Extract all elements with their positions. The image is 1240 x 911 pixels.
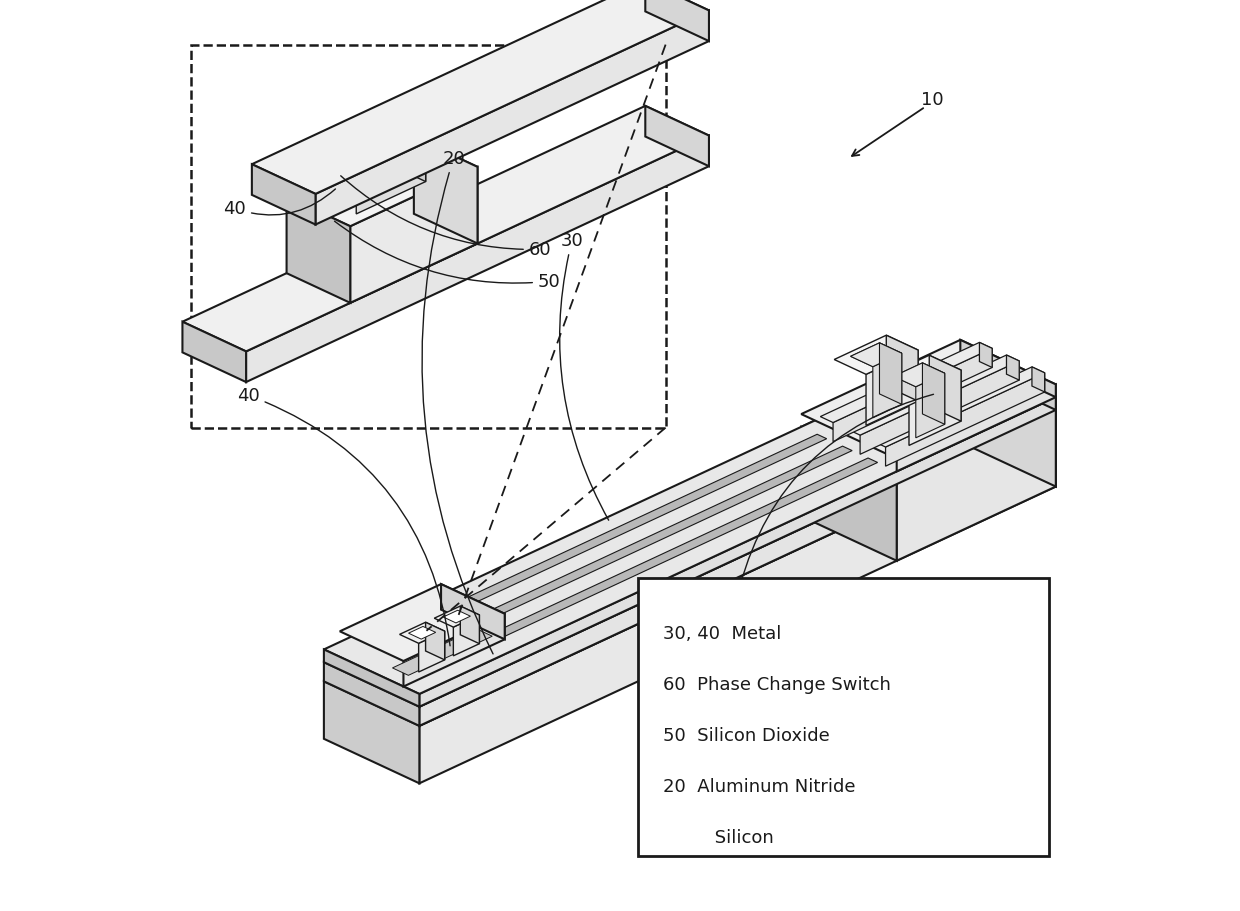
Polygon shape bbox=[1032, 367, 1044, 393]
Polygon shape bbox=[897, 385, 1055, 472]
Polygon shape bbox=[434, 607, 480, 628]
Polygon shape bbox=[887, 336, 918, 402]
Polygon shape bbox=[835, 336, 918, 375]
Polygon shape bbox=[286, 138, 477, 227]
Polygon shape bbox=[980, 343, 992, 368]
Polygon shape bbox=[425, 622, 445, 660]
Polygon shape bbox=[960, 366, 1055, 430]
Text: 50: 50 bbox=[335, 222, 560, 291]
Text: 20  Aluminum Nitride: 20 Aluminum Nitride bbox=[663, 777, 856, 795]
Polygon shape bbox=[877, 356, 961, 395]
Polygon shape bbox=[916, 374, 945, 438]
Text: 50: 50 bbox=[725, 394, 934, 609]
Text: 60: 60 bbox=[341, 177, 552, 259]
Bar bbox=[191, 46, 666, 428]
Polygon shape bbox=[399, 622, 445, 643]
Polygon shape bbox=[392, 630, 492, 676]
Polygon shape bbox=[350, 168, 477, 303]
Polygon shape bbox=[960, 353, 1055, 411]
Polygon shape bbox=[894, 363, 945, 387]
Polygon shape bbox=[311, 144, 425, 197]
Text: 20: 20 bbox=[422, 150, 494, 654]
Polygon shape bbox=[324, 385, 1055, 726]
Text: 50  Silicon Dioxide: 50 Silicon Dioxide bbox=[663, 726, 830, 744]
Polygon shape bbox=[801, 427, 897, 561]
Polygon shape bbox=[356, 165, 425, 215]
Polygon shape bbox=[897, 398, 1055, 561]
Polygon shape bbox=[851, 343, 901, 367]
Polygon shape bbox=[873, 353, 901, 418]
Polygon shape bbox=[182, 107, 709, 352]
Polygon shape bbox=[286, 198, 350, 303]
Polygon shape bbox=[381, 144, 425, 182]
Polygon shape bbox=[960, 341, 1055, 398]
Text: 10: 10 bbox=[921, 91, 944, 108]
Text: Silicon: Silicon bbox=[663, 828, 774, 846]
Polygon shape bbox=[851, 343, 901, 367]
Polygon shape bbox=[801, 341, 1055, 459]
Polygon shape bbox=[833, 349, 992, 442]
Polygon shape bbox=[885, 374, 1044, 466]
Polygon shape bbox=[909, 371, 961, 446]
Polygon shape bbox=[340, 585, 505, 661]
Polygon shape bbox=[419, 430, 1055, 783]
Polygon shape bbox=[403, 614, 505, 687]
Polygon shape bbox=[408, 627, 435, 640]
Text: 30: 30 bbox=[559, 232, 609, 520]
Polygon shape bbox=[460, 607, 480, 644]
Polygon shape bbox=[894, 363, 945, 387]
Polygon shape bbox=[929, 356, 961, 422]
Polygon shape bbox=[960, 385, 1055, 487]
Polygon shape bbox=[324, 366, 1055, 707]
Polygon shape bbox=[246, 137, 709, 383]
Polygon shape bbox=[443, 610, 470, 623]
Polygon shape bbox=[645, 0, 709, 42]
Polygon shape bbox=[419, 398, 1055, 707]
Text: 30, 40  Metal: 30, 40 Metal bbox=[663, 624, 781, 642]
FancyBboxPatch shape bbox=[639, 578, 1049, 856]
Text: 60  Phase Change Switch: 60 Phase Change Switch bbox=[663, 675, 890, 693]
Polygon shape bbox=[466, 446, 852, 626]
Polygon shape bbox=[861, 362, 1019, 455]
Polygon shape bbox=[252, 165, 315, 225]
Polygon shape bbox=[315, 12, 709, 225]
Polygon shape bbox=[847, 355, 1019, 435]
Polygon shape bbox=[960, 353, 1055, 487]
Polygon shape bbox=[1007, 355, 1019, 381]
Polygon shape bbox=[324, 650, 419, 707]
Text: 40: 40 bbox=[223, 189, 336, 218]
Text: 40: 40 bbox=[237, 387, 450, 646]
Polygon shape bbox=[879, 343, 901, 404]
Polygon shape bbox=[252, 0, 709, 195]
Polygon shape bbox=[419, 631, 445, 672]
Polygon shape bbox=[182, 322, 246, 383]
Polygon shape bbox=[492, 458, 878, 638]
Polygon shape bbox=[821, 343, 992, 423]
Polygon shape bbox=[441, 435, 827, 614]
Polygon shape bbox=[801, 353, 1055, 472]
Polygon shape bbox=[324, 681, 419, 783]
Polygon shape bbox=[414, 138, 477, 244]
Polygon shape bbox=[419, 411, 1055, 726]
Polygon shape bbox=[441, 585, 505, 640]
Polygon shape bbox=[923, 363, 945, 425]
Polygon shape bbox=[454, 615, 480, 656]
Polygon shape bbox=[873, 367, 1044, 447]
Polygon shape bbox=[645, 107, 709, 167]
Polygon shape bbox=[324, 662, 419, 726]
Polygon shape bbox=[324, 353, 1055, 694]
Polygon shape bbox=[866, 351, 918, 426]
